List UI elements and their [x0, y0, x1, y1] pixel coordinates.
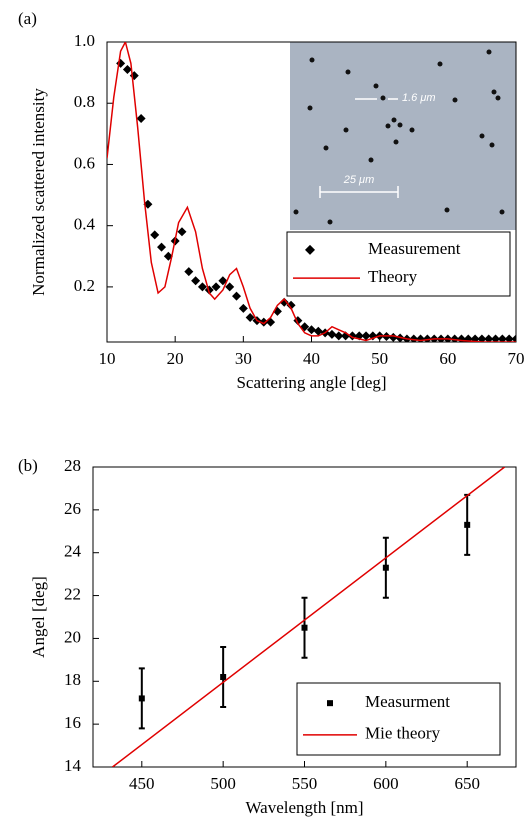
x-tick-label: 70: [508, 349, 525, 368]
inset-label: 1.6 μm: [402, 92, 436, 104]
y-tick-label: 0.6: [74, 153, 95, 172]
x-axis-label: Scattering angle [deg]: [236, 373, 386, 392]
x-tick-label: 30: [235, 349, 252, 368]
data-point: [211, 282, 221, 292]
legend-box: [286, 231, 511, 297]
data-point: [279, 297, 289, 307]
data-point: [138, 695, 145, 702]
data-point: [184, 267, 194, 277]
data-point: [491, 334, 501, 342]
data-point: [218, 276, 228, 286]
data-point: [225, 282, 235, 292]
y-tick-label: 18: [64, 670, 81, 689]
y-axis-label: Angel [deg]: [29, 576, 48, 658]
y-tick-label: 0.8: [74, 92, 95, 111]
x-tick-label: 40: [303, 349, 320, 368]
legend-label: Mie theory: [365, 724, 441, 743]
y-tick-label: 16: [64, 713, 81, 732]
data-point: [150, 230, 160, 240]
y-tick-label: 26: [64, 499, 81, 518]
data-point: [497, 334, 507, 342]
legend-marker: [305, 244, 315, 255]
data-point: [361, 331, 371, 341]
data-point: [220, 674, 227, 680]
inset-micrograph: 1.6 μm 25 μm: [290, 42, 516, 230]
data-point: [470, 334, 480, 342]
x-tick-label: 20: [167, 349, 184, 368]
inset-label: 25 μm: [343, 174, 374, 186]
data-point: [382, 564, 389, 571]
data-point: [327, 329, 337, 339]
y-tick-label: 24: [64, 542, 82, 561]
data-point: [204, 285, 214, 295]
data-point: [464, 521, 471, 528]
x-tick-label: 550: [292, 774, 318, 793]
y-tick-label: 0.2: [74, 276, 95, 295]
legend-label: Measurement: [368, 239, 461, 258]
data-point: [307, 325, 316, 335]
data-point: [136, 114, 146, 124]
y-tick-label: 1.0: [74, 31, 95, 50]
y-tick-label: 20: [64, 627, 81, 646]
x-tick-label: 50: [371, 349, 388, 368]
inset-background: [290, 42, 516, 230]
data-point: [504, 334, 514, 342]
x-tick-label: 10: [99, 349, 116, 368]
theory-line: [107, 42, 516, 342]
data-point: [511, 334, 516, 342]
data-point: [334, 331, 344, 341]
x-tick-label: 450: [129, 774, 155, 793]
x-tick-label: 650: [454, 774, 480, 793]
data-point: [191, 276, 201, 286]
data-point: [122, 65, 132, 75]
legend-label: Theory: [368, 267, 418, 286]
x-tick-label: 60: [439, 349, 456, 368]
x-tick-label: 600: [373, 774, 399, 793]
legend-box: [296, 682, 501, 756]
plot-area: [112, 467, 506, 767]
data-point: [197, 282, 207, 292]
data-point: [177, 227, 187, 237]
y-tick-label: 22: [64, 584, 81, 603]
legend-marker: [327, 700, 333, 707]
data-point: [259, 317, 269, 327]
data-point: [157, 242, 167, 252]
y-tick-label: 14: [64, 756, 82, 775]
theory-line: [112, 467, 506, 767]
y-axis-label: Normalized scattered intensity: [29, 88, 48, 296]
data-point: [313, 326, 323, 336]
data-point: [286, 300, 296, 310]
data-point: [477, 334, 487, 342]
data-point: [245, 313, 255, 323]
x-axis-label: Wavelength [nm]: [245, 798, 363, 817]
panel-label: (b): [18, 456, 38, 475]
plot-area: [107, 42, 516, 342]
y-tick-label: 0.4: [74, 215, 96, 234]
data-point: [484, 334, 494, 342]
inset-scale-marks: [319, 98, 399, 198]
x-tick-label: 500: [210, 774, 236, 793]
data-point: [116, 58, 126, 68]
legend-label: Measurment: [365, 692, 450, 711]
data-point: [232, 291, 242, 301]
panel-label: (a): [18, 9, 37, 28]
data-point: [301, 624, 308, 631]
data-point: [266, 317, 276, 327]
data-point: [238, 303, 248, 313]
y-tick-label: 28: [64, 456, 81, 475]
inset-particles: [293, 49, 505, 225]
